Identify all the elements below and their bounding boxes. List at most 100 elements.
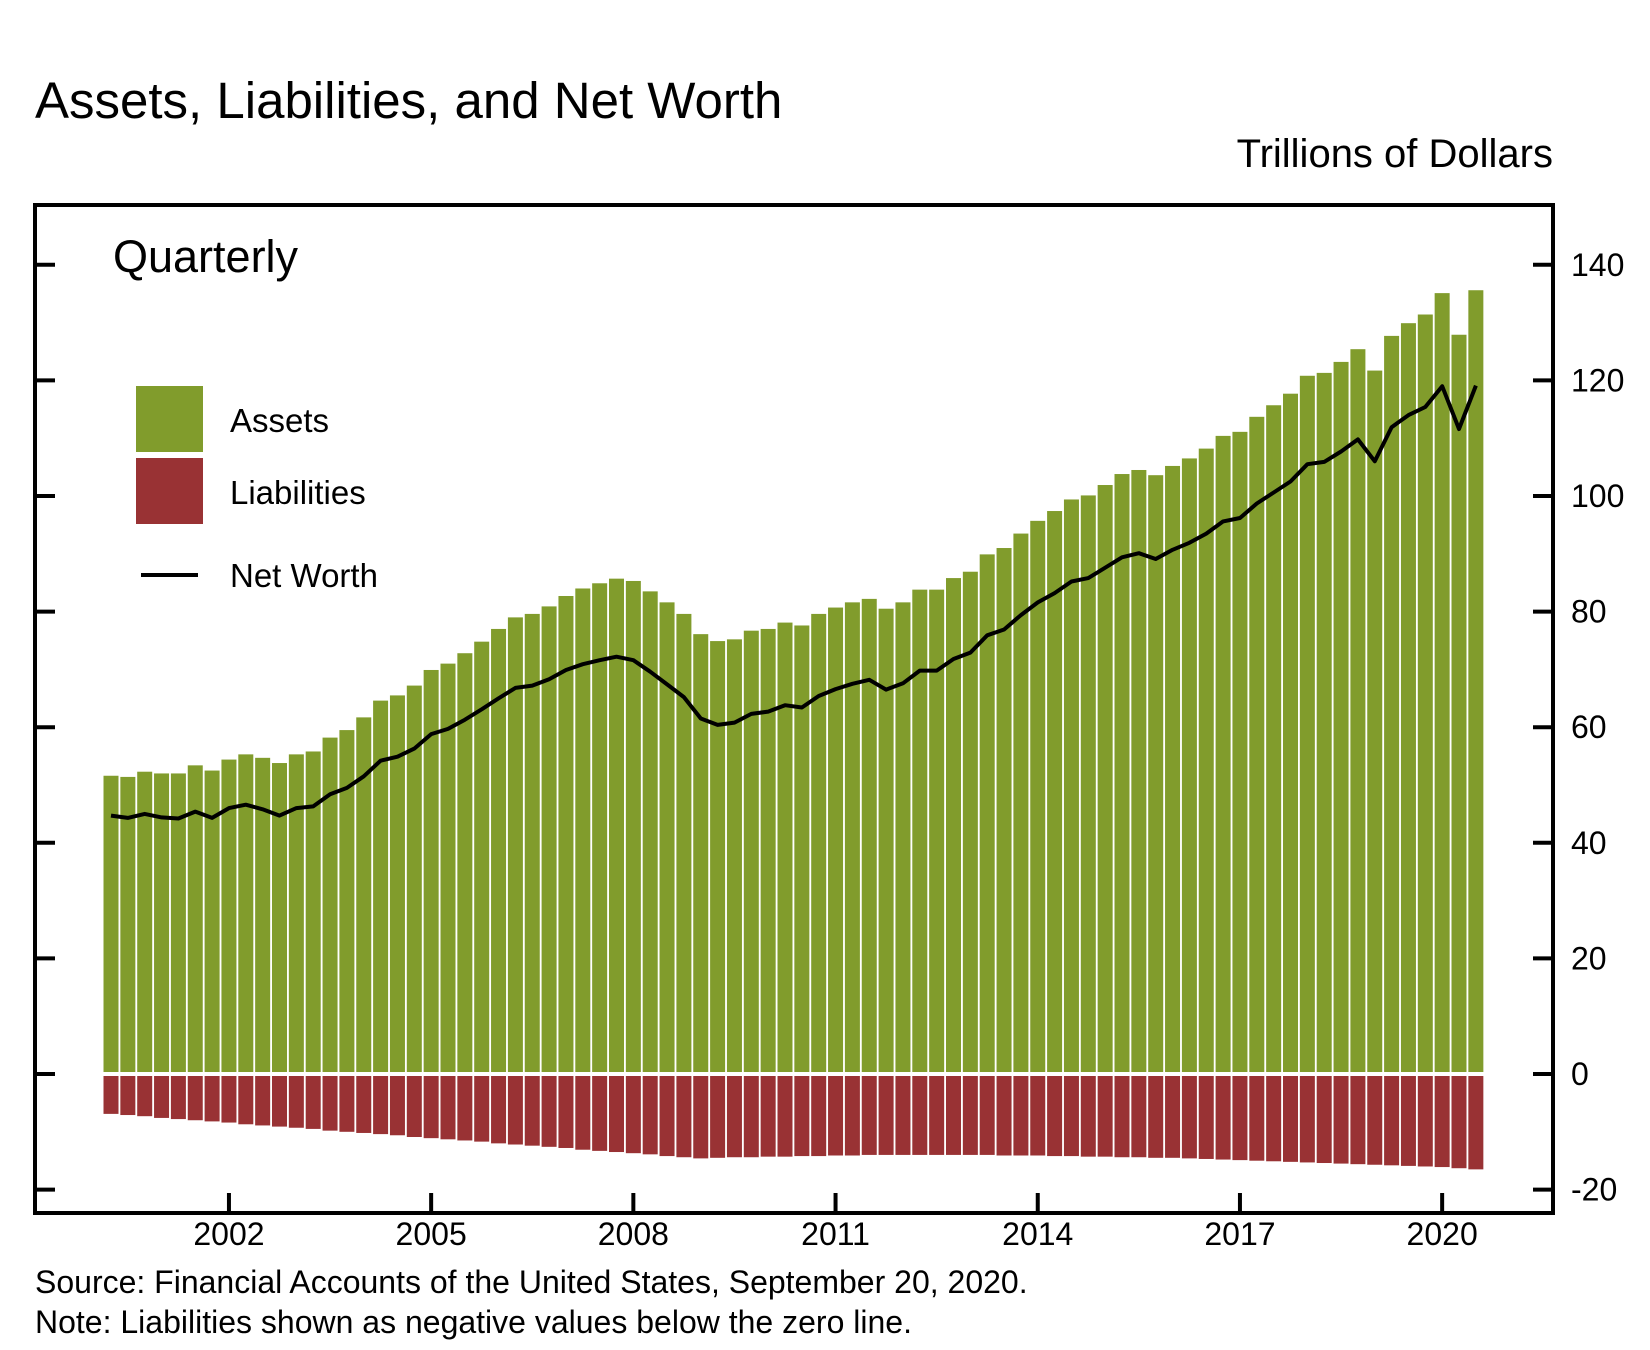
bar-assets bbox=[1350, 349, 1366, 1072]
y-tick-label: -20 bbox=[1571, 1172, 1617, 1208]
legend-label-assets: Assets bbox=[230, 402, 329, 439]
bar-liabilities bbox=[272, 1076, 287, 1127]
bar-liabilities bbox=[962, 1076, 978, 1155]
bar-liabilities bbox=[356, 1076, 372, 1133]
bar-assets bbox=[794, 625, 810, 1072]
bar-assets bbox=[1181, 458, 1197, 1072]
bar-liabilities bbox=[507, 1076, 523, 1145]
bar-liabilities bbox=[423, 1076, 439, 1139]
bar-liabilities bbox=[406, 1076, 422, 1138]
bar-liabilities bbox=[1114, 1076, 1130, 1158]
bar-liabilities bbox=[659, 1076, 675, 1157]
bar-assets bbox=[743, 630, 759, 1072]
bar-assets bbox=[1131, 469, 1147, 1072]
bar-assets bbox=[1451, 334, 1467, 1072]
bar-liabilities bbox=[878, 1076, 894, 1155]
bar-assets bbox=[979, 554, 995, 1072]
bar-liabilities bbox=[642, 1076, 658, 1155]
bar-liabilities bbox=[743, 1076, 759, 1158]
y-tick-label: 140 bbox=[1571, 247, 1624, 283]
bar-assets bbox=[187, 765, 203, 1072]
bar-liabilities bbox=[609, 1076, 624, 1153]
bar-assets bbox=[760, 628, 776, 1072]
bar-liabilities bbox=[726, 1076, 742, 1158]
bar-liabilities bbox=[1283, 1076, 1298, 1162]
bar-liabilities bbox=[187, 1076, 203, 1121]
bar-assets bbox=[423, 669, 439, 1072]
bar-liabilities bbox=[1316, 1076, 1332, 1164]
bar-liabilities bbox=[676, 1076, 692, 1158]
bar-assets bbox=[154, 773, 170, 1072]
legend-swatch-liabilities bbox=[136, 458, 203, 524]
bar-assets bbox=[710, 641, 726, 1072]
bar-assets bbox=[625, 580, 641, 1072]
bar-assets bbox=[1097, 485, 1113, 1072]
x-tick-label: 2014 bbox=[1002, 1216, 1073, 1252]
bar-liabilities bbox=[777, 1076, 793, 1157]
legend-label-net-worth: Net Worth bbox=[230, 557, 378, 594]
bar-liabilities bbox=[221, 1076, 237, 1123]
bar-liabilities bbox=[1468, 1076, 1484, 1170]
bar-assets bbox=[912, 589, 928, 1072]
bar-assets bbox=[238, 754, 254, 1072]
bar-liabilities bbox=[760, 1076, 776, 1157]
y-tick-label: 40 bbox=[1571, 825, 1607, 861]
bar-assets bbox=[828, 607, 844, 1072]
bar-assets bbox=[1047, 511, 1063, 1072]
bar-assets bbox=[592, 583, 608, 1072]
bar-liabilities bbox=[1080, 1076, 1096, 1157]
bar-assets bbox=[221, 759, 237, 1072]
bar-assets bbox=[1030, 520, 1046, 1072]
bar-assets bbox=[1148, 475, 1164, 1072]
y-tick-label: 120 bbox=[1571, 362, 1624, 398]
bar-assets bbox=[440, 663, 456, 1072]
bar-assets bbox=[457, 653, 473, 1072]
y-tick-label: 20 bbox=[1571, 940, 1607, 976]
bar-assets bbox=[1417, 314, 1433, 1072]
bar-liabilities bbox=[1030, 1076, 1046, 1156]
net-worth-line bbox=[110, 384, 1478, 821]
bar-liabilities bbox=[541, 1076, 557, 1147]
bar-liabilities bbox=[1434, 1076, 1450, 1168]
source-note: Source: Financial Accounts of the United… bbox=[35, 1264, 1028, 1300]
bar-liabilities bbox=[625, 1076, 641, 1154]
bar-assets bbox=[272, 763, 287, 1072]
frequency-label: Quarterly bbox=[113, 231, 299, 282]
bar-assets bbox=[137, 771, 153, 1072]
bar-assets bbox=[929, 589, 945, 1072]
bar-liabilities bbox=[710, 1076, 726, 1158]
bar-assets bbox=[878, 608, 894, 1072]
bar-liabilities bbox=[204, 1076, 220, 1122]
bar-liabilities bbox=[1047, 1076, 1063, 1157]
bar-assets bbox=[406, 685, 422, 1072]
bar-assets bbox=[389, 695, 405, 1072]
net-worth-layer bbox=[110, 384, 1478, 821]
bar-liabilities bbox=[1198, 1076, 1214, 1159]
legend-label-liabilities: Liabilities bbox=[230, 474, 366, 511]
bar-liabilities bbox=[1097, 1076, 1113, 1157]
bar-assets bbox=[1384, 335, 1400, 1072]
legend: Assets Liabilities Net Worth bbox=[136, 386, 378, 594]
bar-liabilities bbox=[1013, 1076, 1029, 1156]
bar-liabilities bbox=[255, 1076, 271, 1126]
bar-liabilities bbox=[1451, 1076, 1467, 1169]
y-tick-label: 100 bbox=[1571, 478, 1624, 514]
bar-liabilities bbox=[912, 1076, 928, 1155]
bar-liabilities bbox=[1266, 1076, 1282, 1162]
bar-liabilities bbox=[1148, 1076, 1164, 1158]
bar-liabilities bbox=[1165, 1076, 1181, 1158]
x-tick-label: 2008 bbox=[598, 1216, 669, 1252]
bar-liabilities bbox=[693, 1076, 709, 1159]
bar-liabilities bbox=[322, 1076, 338, 1131]
bar-assets bbox=[726, 639, 742, 1072]
y-tick-label: 0 bbox=[1571, 1056, 1589, 1092]
plot-frame bbox=[33, 203, 1555, 1215]
bar-liabilities bbox=[861, 1076, 877, 1155]
bar-assets bbox=[1063, 499, 1079, 1072]
x-tick-label: 2011 bbox=[801, 1216, 870, 1252]
bar-assets bbox=[693, 634, 709, 1072]
bar-assets bbox=[322, 737, 338, 1072]
x-tick-label: 2002 bbox=[193, 1216, 264, 1252]
bar-liabilities bbox=[844, 1076, 860, 1156]
bar-liabilities bbox=[491, 1076, 507, 1144]
